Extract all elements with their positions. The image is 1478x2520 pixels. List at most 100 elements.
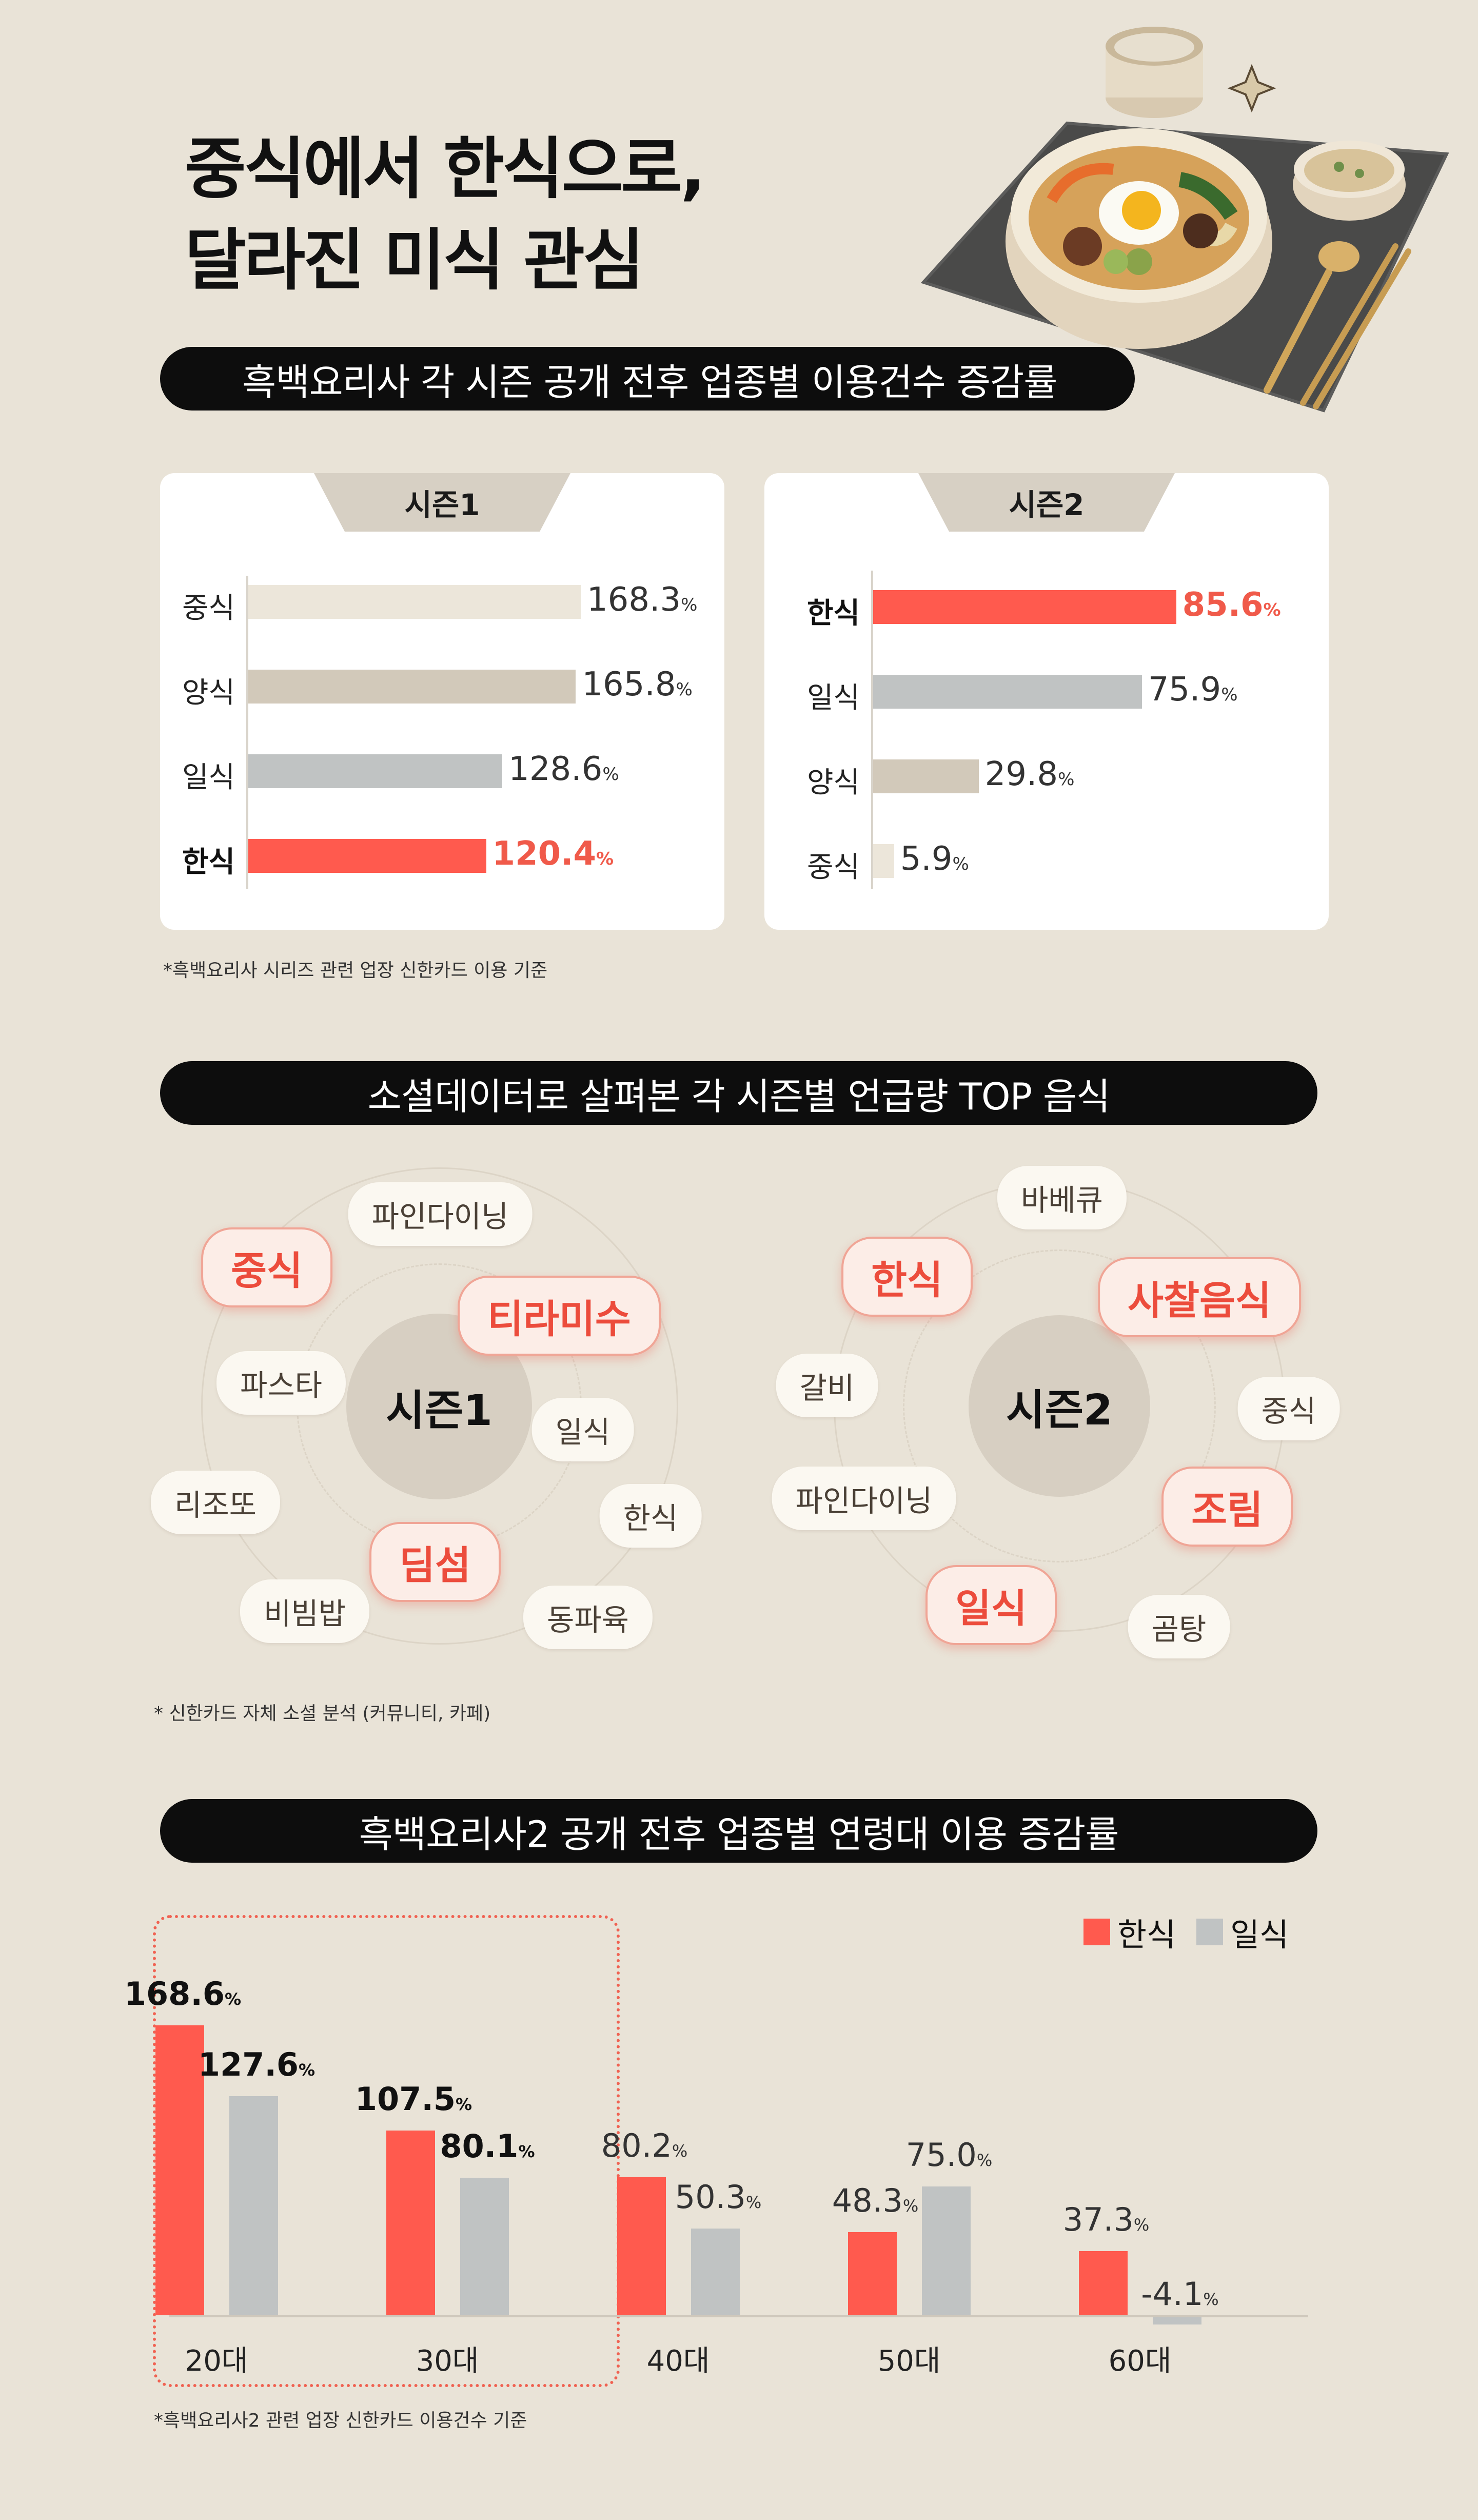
section2-heading: 소셜데이터로 살펴본 각 시즌별 언급량 TOP 음식 — [160, 1061, 1317, 1125]
value-label: 50.3% — [675, 2178, 761, 2216]
food-tag: 파인다이닝 — [772, 1467, 956, 1530]
bar-일식-20대 — [229, 2096, 278, 2315]
bar-label: 한식 — [182, 846, 235, 879]
food-tag: 일식 — [925, 1565, 1057, 1645]
value-label: 107.5% — [355, 2080, 472, 2118]
value-label: 85.6% — [1183, 586, 1281, 624]
value-number: 37.3 — [1062, 2201, 1134, 2239]
bar-일식-50대 — [921, 2186, 971, 2315]
value-number: 127.6 — [198, 2045, 299, 2083]
value-unit: % — [225, 1989, 242, 2009]
value-number: 75.9 — [1148, 671, 1221, 709]
food-tag: 한식 — [599, 1484, 702, 1548]
bar-일식-30대 — [460, 2177, 509, 2315]
bar-한식 — [873, 590, 1176, 624]
value-number: 168.6 — [124, 1975, 225, 2013]
section1-heading: 흑백요리사 각 시즌 공개 전후 업종별 이용건수 증감률 — [160, 347, 1135, 411]
value-number: -4.1 — [1141, 2275, 1204, 2313]
value-number: 85.6 — [1182, 586, 1264, 624]
legend-korean: 한식 — [1117, 1916, 1176, 1954]
chart-baseline — [169, 2315, 1308, 2317]
value-unit: % — [676, 679, 693, 700]
bar-일식-60대 — [1152, 2317, 1201, 2324]
page-title: 중식에서 한식으로, 달라진 미식 관심 — [185, 123, 954, 306]
section3-heading: 흑백요리사2 공개 전후 업종별 연령대 이용 증감률 — [160, 1799, 1317, 1863]
bar-label: 중식 — [182, 592, 235, 625]
season2-inner-ring — [903, 1249, 1216, 1562]
value-label: 29.8% — [985, 755, 1075, 793]
value-unit: % — [596, 849, 614, 869]
food-tag: 사찰음식 — [1098, 1257, 1301, 1337]
value-label: 165.8% — [582, 666, 693, 704]
value-unit: % — [681, 595, 698, 615]
value-label: 75.0% — [906, 2136, 992, 2174]
value-label: 127.6% — [198, 2046, 315, 2083]
bar-한식-20대 — [155, 2025, 204, 2315]
bar-label: 일식 — [807, 681, 860, 715]
value-number: 5.9 — [900, 840, 953, 878]
value-unit: % — [456, 2094, 472, 2114]
sparkle-icon — [1227, 64, 1276, 113]
value-label: 37.3% — [1063, 2201, 1149, 2238]
season2-card: 시즌2 한식 85.6% 일식 75.9% 양식 29.8% 중식 5.9% — [764, 473, 1329, 930]
x-tick-label: 20대 — [185, 2345, 248, 2378]
bar-중식 — [873, 844, 894, 878]
section1-note: *흑백요리사 시리즈 관련 업장 신한카드 이용 기준 — [163, 960, 548, 981]
food-tag: 파인다이닝 — [348, 1182, 533, 1246]
legend-swatch-korean — [1083, 1919, 1110, 1945]
chart-legend: 한식 일식 — [1083, 1909, 1289, 1955]
value-unit: % — [976, 2150, 993, 2170]
highlight-box — [153, 1915, 620, 2387]
value-unit: % — [518, 2141, 535, 2161]
value-number: 120.4 — [492, 835, 596, 873]
food-tag: 갈비 — [776, 1354, 878, 1417]
season2-center: 시즌2 — [969, 1315, 1150, 1497]
value-unit: % — [1263, 600, 1281, 620]
food-tag: 중식 — [201, 1227, 332, 1307]
value-number: 128.6 — [508, 750, 603, 788]
value-number: 107.5 — [354, 2080, 456, 2118]
value-label: 80.1% — [440, 2127, 535, 2165]
bar-한식-30대 — [386, 2130, 435, 2315]
food-tag: 중식 — [1237, 1377, 1340, 1440]
x-tick-label: 60대 — [1108, 2345, 1172, 2378]
value-unit: % — [299, 2060, 316, 2080]
value-number: 80.2 — [601, 2127, 672, 2165]
season1-tab: 시즌1 — [314, 473, 570, 532]
bar-한식-50대 — [848, 2232, 897, 2315]
value-unit: % — [902, 2196, 919, 2216]
value-label: 48.3% — [832, 2182, 918, 2219]
value-unit: % — [952, 854, 969, 874]
bar-양식 — [873, 759, 979, 793]
bar-label: 양식 — [182, 676, 235, 710]
bar-한식-60대 — [1078, 2251, 1128, 2315]
x-tick-label: 50대 — [877, 2345, 941, 2378]
food-tag: 한식 — [841, 1237, 973, 1317]
bar-label: 일식 — [182, 761, 235, 794]
value-number: 50.3 — [675, 2178, 746, 2216]
value-number: 80.1 — [440, 2127, 519, 2165]
bar-일식 — [248, 754, 503, 788]
season2-tab: 시즌2 — [918, 473, 1175, 532]
value-unit: % — [602, 764, 619, 785]
bar-양식 — [248, 670, 576, 704]
x-tick-label: 30대 — [416, 2345, 479, 2378]
value-unit: % — [1058, 769, 1075, 790]
value-number: 75.0 — [905, 2136, 977, 2174]
value-number: 165.8 — [582, 666, 676, 704]
bar-한식-40대 — [617, 2177, 666, 2315]
bar-label: 중식 — [807, 851, 860, 884]
title-line-2: 달라진 미식 관심 — [185, 221, 644, 299]
food-tag: 리조또 — [150, 1471, 281, 1534]
food-tag: 바베큐 — [997, 1166, 1127, 1229]
food-tag: 곰탕 — [1128, 1595, 1230, 1658]
season1-outer-ring — [201, 1167, 678, 1645]
bibimbap-tray-illustration — [920, 27, 1449, 413]
value-label: 168.6% — [124, 1975, 241, 2013]
food-tag: 비빔밥 — [240, 1579, 370, 1643]
legend-japanese: 일식 — [1230, 1916, 1289, 1954]
value-unit: % — [1133, 2215, 1150, 2235]
x-tick-label: 40대 — [646, 2345, 710, 2378]
food-tag: 파스타 — [216, 1351, 346, 1415]
legend-swatch-japanese — [1196, 1919, 1224, 1945]
